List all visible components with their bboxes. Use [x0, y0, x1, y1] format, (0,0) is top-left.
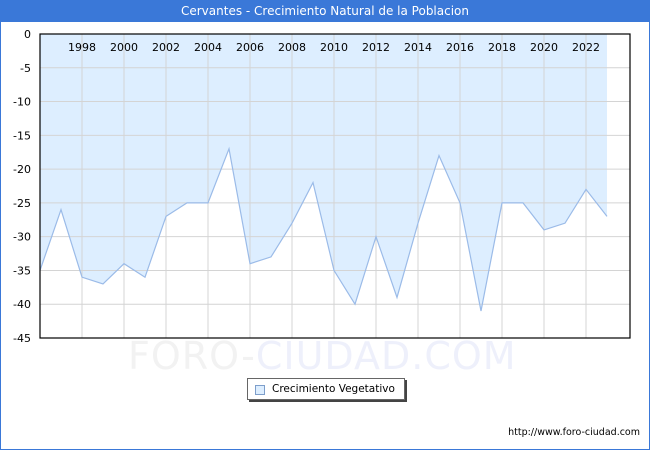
y-tick-label: -15 [13, 129, 31, 142]
x-tick-label: 2014 [404, 41, 432, 54]
y-tick-label: -10 [13, 96, 31, 109]
legend-label: Crecimiento Vegetativo [272, 383, 395, 395]
x-tick-label: 2012 [362, 41, 390, 54]
x-tick-label: 1998 [68, 41, 96, 54]
x-tick-label: 2008 [278, 41, 306, 54]
legend: Crecimiento Vegetativo [247, 378, 405, 400]
plot-frame [39, 33, 631, 339]
series-line [39, 146, 608, 312]
y-tick-label: -40 [13, 298, 31, 311]
x-tick-label: 2006 [236, 41, 264, 54]
area-fill [40, 34, 607, 311]
x-tick-label: 2018 [488, 41, 516, 54]
source-credit: http://www.foro-ciudad.com [508, 427, 640, 438]
x-tick-label: 2016 [446, 41, 474, 54]
y-tick-label: -5 [20, 62, 31, 75]
y-tick-label: -30 [13, 231, 31, 244]
chart-title: Cervantes - Crecimiento Natural de la Po… [0, 0, 650, 22]
x-tick-label: 2010 [320, 41, 348, 54]
x-tick-label: 2000 [110, 41, 138, 54]
x-tick-label: 2002 [152, 41, 180, 54]
y-tick-label: -25 [13, 197, 31, 210]
x-tick-label: 2020 [530, 41, 558, 54]
legend-swatch-icon [255, 385, 265, 395]
y-tick-label: -35 [13, 264, 31, 277]
watermark: FORO-CIUDAD.COM [128, 334, 517, 378]
y-tick-label: -45 [13, 332, 31, 345]
x-tick-label: 2004 [194, 41, 222, 54]
y-tick-label: 0 [24, 28, 31, 41]
y-tick-label: -20 [13, 163, 31, 176]
x-tick-label: 2022 [572, 41, 600, 54]
